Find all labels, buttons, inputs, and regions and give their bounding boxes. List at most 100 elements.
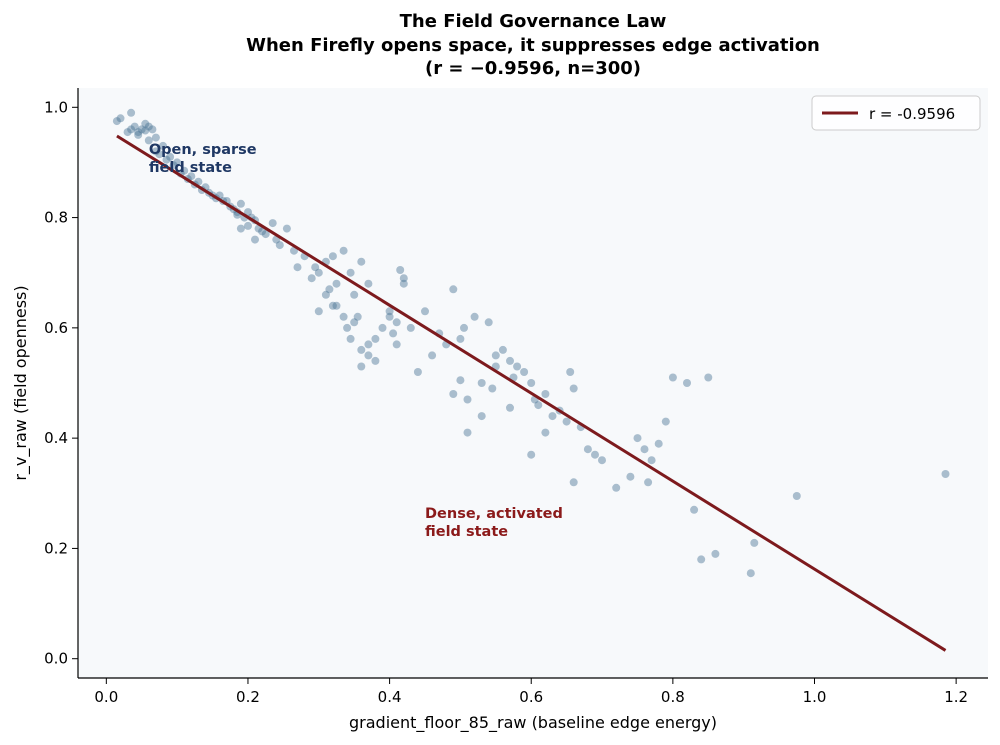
data-point xyxy=(169,161,178,170)
x-tick-label: 0.8 xyxy=(661,688,685,706)
annotations: Open, sparse field state Dense, activated f… xyxy=(149,142,563,540)
data-point xyxy=(541,428,550,437)
data-point xyxy=(314,307,323,316)
data-point xyxy=(357,345,366,354)
data-point xyxy=(141,119,150,128)
data-point xyxy=(583,445,592,454)
data-point xyxy=(520,368,529,376)
data-point xyxy=(566,368,575,376)
data-point xyxy=(353,312,362,321)
data-point xyxy=(399,274,408,283)
data-point xyxy=(591,450,599,459)
fit-line-layer xyxy=(116,134,947,652)
data-point xyxy=(399,279,408,288)
data-point xyxy=(339,246,348,255)
data-point xyxy=(477,379,486,387)
data-point xyxy=(137,125,146,134)
data-point xyxy=(346,268,355,277)
data-point xyxy=(406,323,415,332)
data-point xyxy=(456,376,465,385)
data-point xyxy=(941,470,950,478)
data-point xyxy=(389,329,398,338)
data-point xyxy=(470,312,479,321)
data-point xyxy=(328,252,337,261)
data-point xyxy=(569,384,578,393)
data-point xyxy=(244,208,252,217)
data-point xyxy=(506,403,514,412)
y-tick-label: 0.8 xyxy=(44,209,68,227)
data-point xyxy=(746,569,755,578)
data-point xyxy=(258,227,267,236)
title-line-2: When Firefly opens space, it suppresses … xyxy=(246,35,820,56)
data-point xyxy=(506,356,514,365)
data-point xyxy=(463,395,472,404)
y-axis-label: r_v_raw (field openness) xyxy=(11,285,31,480)
data-point xyxy=(155,150,164,159)
data-point xyxy=(683,379,691,387)
annotation-open-sparse-line-1: Open, sparse xyxy=(149,142,257,158)
data-point xyxy=(127,108,136,117)
data-point xyxy=(134,130,143,139)
data-point xyxy=(148,125,157,134)
data-point xyxy=(321,290,330,299)
data-point xyxy=(357,362,366,371)
data-point xyxy=(527,379,536,387)
data-point xyxy=(647,456,656,465)
data-point xyxy=(134,128,143,137)
y-tick-label: 0.0 xyxy=(44,650,68,668)
data-point xyxy=(654,439,663,448)
axis-labels: gradient_floor_85_raw (baseline edge ene… xyxy=(11,285,717,733)
data-point xyxy=(792,492,801,500)
data-point xyxy=(378,323,387,332)
data-point xyxy=(626,472,635,481)
data-point xyxy=(413,368,422,376)
data-point xyxy=(325,285,334,294)
data-point xyxy=(598,456,606,465)
data-point xyxy=(162,155,171,164)
data-point xyxy=(343,323,352,332)
data-point xyxy=(173,158,182,167)
x-tick-label: 0.0 xyxy=(94,688,118,706)
data-point xyxy=(385,307,394,316)
data-point xyxy=(750,538,759,547)
data-point xyxy=(697,555,706,564)
x-tick-label: 0.2 xyxy=(236,688,260,706)
data-point xyxy=(112,117,121,126)
scatter-points xyxy=(112,108,950,578)
x-tick-label: 1.2 xyxy=(944,688,968,706)
data-point xyxy=(690,505,699,514)
data-point xyxy=(385,312,394,321)
legend[interactable]: r = -0.9596 xyxy=(811,95,981,131)
data-point xyxy=(123,128,132,137)
annotation-dense-activated-line-2: field state xyxy=(425,524,508,540)
data-point xyxy=(477,412,486,421)
data-point xyxy=(661,417,670,426)
data-point xyxy=(421,307,429,316)
data-point xyxy=(371,356,380,365)
data-point xyxy=(244,221,252,230)
data-point xyxy=(491,351,500,360)
data-point xyxy=(144,122,153,131)
data-point xyxy=(293,263,302,272)
data-point xyxy=(116,114,125,123)
data-point xyxy=(456,334,465,343)
data-point xyxy=(141,126,150,135)
y-tick-label: 0.6 xyxy=(44,319,68,337)
data-point xyxy=(534,401,543,410)
data-point xyxy=(449,390,458,398)
data-point xyxy=(151,147,160,156)
data-point xyxy=(332,279,341,288)
data-point xyxy=(350,290,359,299)
data-point xyxy=(428,351,437,360)
data-point xyxy=(460,323,468,332)
x-tick-label: 0.4 xyxy=(378,688,402,706)
annotation-open-sparse-line-2: field state xyxy=(149,160,232,176)
data-point xyxy=(130,122,139,131)
data-point xyxy=(282,224,291,233)
y-tick-label: 0.2 xyxy=(44,539,68,557)
data-point xyxy=(275,241,284,250)
data-point xyxy=(612,483,621,492)
data-point xyxy=(640,445,649,454)
